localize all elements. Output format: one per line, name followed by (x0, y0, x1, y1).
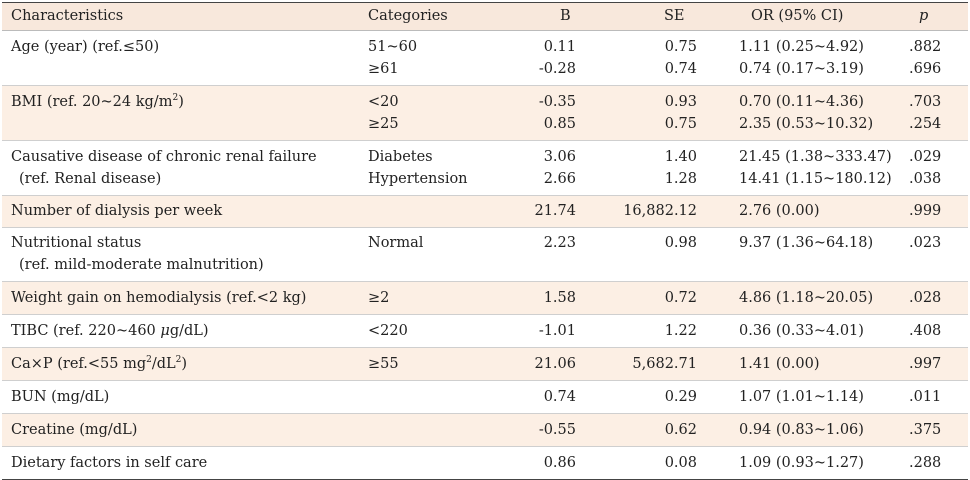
row-b: 21.74 (534, 203, 576, 219)
row-b: -0.35 (538, 94, 576, 110)
table-row: Dietary factors in self care 0.86 0.08 1… (2, 446, 968, 479)
row-category: ≥25 (368, 116, 399, 132)
row-characteristic: Age (year) (ref.≤50) (11, 39, 160, 55)
row-or: 0.36 (0.33~4.01) (739, 323, 864, 339)
table-row: Weight gain on hemodialysis (ref.<2 kg) … (2, 281, 968, 314)
row-b: 2.23 (543, 235, 576, 251)
row-category: Normal (368, 235, 424, 251)
row-or: 0.74 (0.17~3.19) (739, 61, 864, 77)
row-category: ≥2 (368, 290, 390, 306)
row-or: 9.37 (1.36~64.18) (739, 235, 874, 251)
row-or: 2.76 (0.00) (739, 203, 820, 219)
row-characteristic: BMI (ref. 20~24 kg/m2) (11, 93, 184, 111)
row-b: 0.86 (543, 455, 576, 471)
header-b: B (560, 8, 571, 24)
row-b: 1.58 (543, 290, 576, 306)
table-row: BUN (mg/dL) 0.74 0.29 1.07 (1.01~1.14) .… (2, 380, 968, 413)
row-b: -0.55 (538, 422, 576, 438)
table-row: Ca×P (ref.<55 mg2/dL2) ≥55 21.06 5,682.7… (2, 347, 968, 380)
row-se: 16,882.12 (623, 203, 697, 219)
row-or: 1.11 (0.25~4.92) (739, 39, 864, 55)
row-b: 0.85 (543, 116, 576, 132)
table-row: Age (year) (ref.≤50) 51~60 ≥61 0.11 -0.2… (2, 31, 968, 85)
row-characteristic: TIBC (ref. 220~460 μg/dL) (11, 323, 209, 339)
row-se: 0.72 (664, 290, 697, 306)
row-category: <20 (368, 94, 399, 110)
row-p: .023 (909, 235, 942, 251)
row-or: 2.35 (0.53~10.32) (739, 116, 874, 132)
table-row: TIBC (ref. 220~460 μg/dL) <220 -1.01 1.2… (2, 314, 968, 347)
row-p: .011 (909, 389, 942, 405)
row-p: .999 (909, 203, 942, 219)
table-row: Nutritional status (ref. mild-moderate m… (2, 227, 968, 281)
row-characteristic: Creatine (mg/dL) (11, 422, 138, 438)
table-row: BMI (ref. 20~24 kg/m2) <20 ≥25 -0.35 0.8… (2, 85, 968, 140)
row-p: .408 (909, 323, 942, 339)
row-characteristic: Dietary factors in self care (11, 455, 208, 471)
row-or: 0.94 (0.83~1.06) (739, 422, 864, 438)
row-b: 0.74 (543, 389, 576, 405)
header-categories: Categories (368, 8, 448, 24)
row-p: .029 (909, 149, 942, 165)
header-p: p (919, 8, 929, 24)
row-p: .696 (909, 61, 942, 77)
row-category: <220 (368, 323, 408, 339)
row-or: 0.70 (0.11~4.36) (739, 94, 864, 110)
row-p: .254 (909, 116, 942, 132)
row-b: 2.66 (543, 171, 576, 187)
row-se: 0.98 (664, 235, 697, 251)
row-se: 0.93 (664, 94, 697, 110)
table-header: Characteristics Categories B SE OR (95% … (2, 3, 968, 31)
row-characteristic: BUN (mg/dL) (11, 389, 110, 405)
row-se: 0.08 (664, 455, 697, 471)
row-p: .038 (909, 171, 942, 187)
row-se: 5,682.71 (632, 356, 697, 372)
row-or: 1.07 (1.01~1.14) (739, 389, 864, 405)
row-or: 1.09 (0.93~1.27) (739, 455, 864, 471)
row-b: 3.06 (543, 149, 576, 165)
row-p: .288 (909, 455, 942, 471)
row-b: 21.06 (534, 356, 576, 372)
row-or: 21.45 (1.38~333.47) (739, 149, 892, 165)
row-category: Hypertension (368, 171, 468, 187)
row-characteristic: Ca×P (ref.<55 mg2/dL2) (11, 355, 188, 373)
row-se: 0.75 (664, 39, 697, 55)
row-se: 1.28 (664, 171, 697, 187)
row-category: 51~60 (368, 39, 418, 55)
row-characteristic: Causative disease of chronic renal failu… (11, 149, 317, 165)
row-se: 1.40 (664, 149, 697, 165)
row-characteristic-ref: (ref. Renal disease) (19, 171, 162, 187)
row-or: 4.86 (1.18~20.05) (739, 290, 874, 306)
row-p: .882 (909, 39, 942, 55)
row-se: 0.29 (664, 389, 697, 405)
row-category: Diabetes (368, 149, 433, 165)
row-category: ≥55 (368, 356, 399, 372)
row-b: 0.11 (543, 39, 576, 55)
row-p: .375 (909, 422, 942, 438)
row-p: .703 (909, 94, 942, 110)
row-category: ≥61 (368, 61, 399, 77)
row-characteristic: Nutritional status (11, 235, 142, 251)
row-b: -1.01 (538, 323, 576, 339)
row-or: 14.41 (1.15~180.12) (739, 171, 892, 187)
row-characteristic: Weight gain on hemodialysis (ref.<2 kg) (11, 290, 307, 306)
row-se: 0.62 (664, 422, 697, 438)
row-se: 0.74 (664, 61, 697, 77)
header-or-ci: OR (95% CI) (751, 8, 844, 24)
row-se: 0.75 (664, 116, 697, 132)
row-characteristic: Number of dialysis per week (11, 203, 223, 219)
table-row: Causative disease of chronic renal failu… (2, 140, 968, 195)
row-p: .028 (909, 290, 942, 306)
header-characteristics: Characteristics (11, 8, 124, 24)
table-row: Number of dialysis per week 21.74 16,882… (2, 195, 968, 227)
row-p: .997 (909, 356, 942, 372)
row-characteristic-ref: (ref. mild-moderate malnutrition) (19, 257, 264, 273)
table-row: Creatine (mg/dL) -0.55 0.62 0.94 (0.83~1… (2, 413, 968, 446)
row-se: 1.22 (664, 323, 697, 339)
header-se: SE (664, 8, 685, 24)
row-b: -0.28 (538, 61, 576, 77)
row-or: 1.41 (0.00) (739, 356, 820, 372)
